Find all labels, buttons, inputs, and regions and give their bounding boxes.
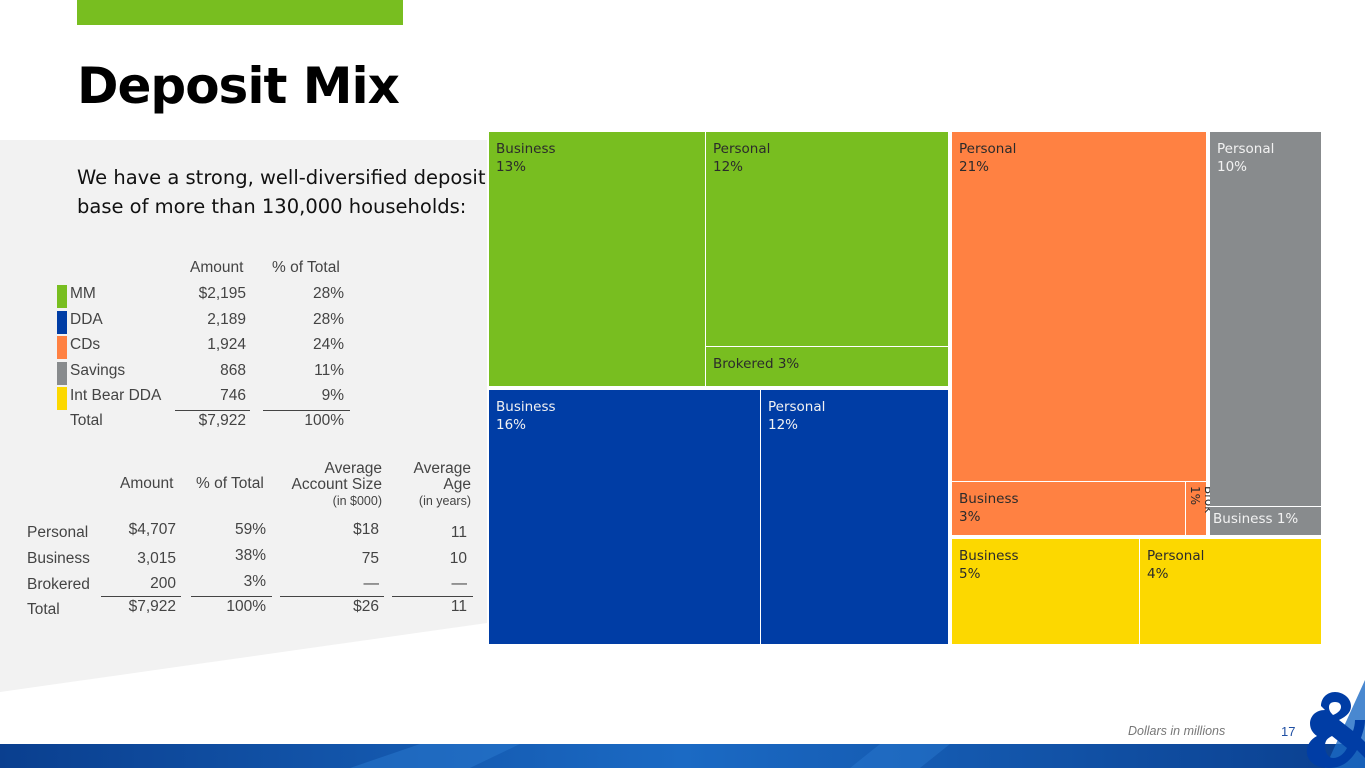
bottom-decorative-band	[0, 744, 1365, 768]
table2-pct: 59%	[234, 521, 266, 538]
table1-pct: 28%	[312, 285, 344, 302]
page-title: Deposit Mix	[77, 57, 400, 115]
treemap-tile-cds-personal: Personal 21%	[952, 132, 1206, 481]
table2-header-avg-size-label: Average Account Size	[291, 460, 382, 493]
table2-label: Personal	[27, 524, 89, 541]
tile-label: Personal	[713, 141, 771, 157]
tile-label: Business	[959, 491, 1019, 507]
accent-bar	[77, 0, 403, 25]
table1-amount: 868	[220, 362, 246, 379]
legend-swatch-cds	[57, 336, 67, 359]
table2-total-rule	[280, 596, 384, 597]
table1-header-pct: % of Total	[272, 259, 340, 276]
table1-total-rule	[175, 410, 250, 411]
treemap-tile-cds-brokered: Brok 1%	[1186, 482, 1216, 535]
legend-swatch-dda	[57, 311, 67, 334]
table2-total-rule	[101, 596, 181, 597]
legend-swatch-int-bear-dda	[57, 387, 67, 410]
table2-amount: 200	[150, 575, 176, 592]
page-number: 17	[1281, 724, 1296, 739]
tile-value: 10%	[1217, 159, 1248, 175]
table2-header-avg-age: Average Age (in years)	[406, 461, 471, 509]
table2-age: —	[451, 575, 468, 592]
tile-label: Business	[959, 548, 1019, 564]
intro-text: We have a strong, well-diversified depos…	[77, 166, 486, 218]
table1-amount: 1,924	[207, 336, 246, 353]
tile-label: Personal	[768, 399, 826, 415]
table1-total-label: Total	[70, 412, 103, 429]
table2-total-pct: 100%	[226, 598, 266, 615]
table2-header-avg-age-label: Average Age	[413, 460, 471, 493]
table1-amount: $2,195	[198, 285, 246, 302]
table2-label: Business	[27, 550, 90, 567]
table1-label: MM	[70, 285, 96, 302]
table1-total-rule	[263, 410, 350, 411]
table2-size: —	[363, 575, 380, 592]
table2-header-pct: % of Total	[196, 475, 264, 492]
table1-label: CDs	[70, 336, 101, 353]
tile-value: 21%	[959, 159, 990, 175]
tile-value: 5%	[959, 566, 981, 582]
treemap-tile-savings-personal: Personal 10%	[1210, 132, 1321, 506]
tile-value: 12%	[713, 159, 744, 175]
tile-label: Personal	[959, 141, 1017, 157]
tile-value: 12%	[768, 417, 799, 433]
treemap-tile-mm-personal: Personal 12%	[706, 132, 948, 346]
tile-label: Business 1%	[1213, 511, 1299, 527]
tile-label: Business	[496, 399, 556, 415]
legend-swatch-savings	[57, 362, 67, 385]
table1-label: DDA	[70, 311, 103, 328]
table1-amount: 746	[220, 387, 246, 404]
table2-size: $18	[353, 521, 379, 538]
table1-header-amount: Amount	[190, 259, 244, 276]
tile-value: 3%	[959, 509, 981, 525]
tile-label: Brokered 3%	[713, 356, 800, 372]
table1-pct: 28%	[312, 311, 344, 328]
treemap-tile-ibdda-personal: Personal 4%	[1140, 539, 1321, 644]
tile-value: 16%	[496, 417, 527, 433]
tile-label: Personal	[1217, 141, 1275, 157]
table2-total-age: 11	[450, 598, 467, 615]
table1-total-amount: $7,922	[198, 412, 246, 429]
legend-swatch-mm	[57, 285, 67, 308]
table1-amount: 2,189	[207, 311, 246, 328]
table2-header-avg-age-sub: (in years)	[418, 494, 471, 508]
table1-label: Savings	[70, 362, 126, 379]
treemap-tile-dda-personal: Personal 12%	[761, 390, 948, 644]
table2-age: 11	[450, 524, 467, 541]
treemap-tile-savings-business: Business 1%	[1210, 507, 1321, 535]
tile-value: 4%	[1147, 566, 1169, 582]
table2-total-rule	[392, 596, 473, 597]
treemap-tile-cds-business: Business 3%	[952, 482, 1185, 535]
table2-total-label: Total	[27, 601, 60, 618]
table2-header-amount: Amount	[120, 475, 174, 492]
tile-value: 13%	[496, 159, 527, 175]
table2-size: 75	[361, 550, 379, 567]
table2-header-avg-size-sub: (in $000)	[332, 494, 382, 508]
treemap-tile-mm-business: Business 13%	[489, 132, 705, 386]
table2-pct: 3%	[243, 573, 266, 590]
table2-total-size: $26	[353, 598, 379, 615]
table2-label: Brokered	[27, 576, 90, 593]
table1-pct: 11%	[314, 362, 344, 379]
table2-header-avg-size: Average Account Size (in $000)	[282, 461, 382, 509]
table2-pct: 38%	[234, 547, 266, 564]
table2-amount: 3,015	[137, 550, 176, 567]
table1-pct: 9%	[321, 387, 344, 404]
table2-total-rule	[191, 596, 272, 597]
tile-label: Business	[496, 141, 556, 157]
treemap-tile-dda-business: Business 16%	[489, 390, 760, 644]
table1-label: Int Bear DDA	[70, 387, 162, 404]
table2-amount: $4,707	[128, 521, 176, 538]
ampersand-logo-icon	[1306, 680, 1365, 768]
footer-note: Dollars in millions	[1128, 724, 1226, 738]
treemap-tile-mm-brokered: Brokered 3%	[706, 347, 948, 386]
tile-label: Personal	[1147, 548, 1205, 564]
table2-total-amount: $7,922	[128, 598, 176, 615]
table1-pct: 24%	[312, 336, 344, 353]
treemap-tile-ibdda-business: Business 5%	[952, 539, 1139, 644]
table1-total-pct: 100%	[304, 412, 344, 429]
table2-age: 10	[449, 550, 467, 567]
